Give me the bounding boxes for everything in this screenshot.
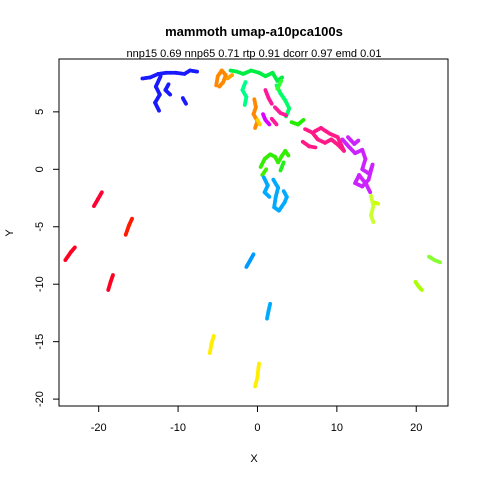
point-cluster xyxy=(346,135,361,146)
y-tick-label: -15 xyxy=(34,334,46,350)
point-cluster xyxy=(258,149,291,169)
point-cluster xyxy=(244,252,256,269)
point-cluster xyxy=(427,254,442,265)
data-point xyxy=(111,273,115,277)
data-point xyxy=(269,101,274,106)
point-cluster xyxy=(63,245,77,262)
data-point xyxy=(376,201,381,206)
data-point xyxy=(99,190,104,195)
data-point xyxy=(371,220,376,225)
point-cluster xyxy=(106,273,115,292)
point-cluster xyxy=(263,88,274,106)
data-point xyxy=(267,194,272,199)
data-point xyxy=(253,126,257,130)
data-point xyxy=(368,190,373,195)
point-cluster xyxy=(300,139,318,150)
x-tick-label: 20 xyxy=(410,422,422,434)
x-tick-label: -10 xyxy=(170,422,186,434)
point-cluster xyxy=(261,175,272,199)
data-point xyxy=(157,108,161,113)
data-point xyxy=(257,122,262,127)
data-point xyxy=(217,84,222,89)
data-point xyxy=(230,73,234,77)
data-point xyxy=(313,145,318,150)
point-cluster xyxy=(260,167,269,177)
point-cluster xyxy=(340,137,375,195)
data-point xyxy=(281,160,286,165)
point-cluster xyxy=(180,96,188,106)
point-cluster xyxy=(153,74,163,113)
x-axis: -20 -10 0 10 20 xyxy=(91,405,422,434)
data-point xyxy=(301,117,306,122)
y-tick-label: 0 xyxy=(34,166,46,172)
x-axis-label: X xyxy=(250,453,258,465)
point-cluster xyxy=(253,361,261,389)
point-cluster xyxy=(225,73,234,81)
point-cluster xyxy=(369,193,376,225)
point-cluster xyxy=(303,126,346,153)
point-cluster xyxy=(92,190,104,208)
data-point xyxy=(251,252,256,257)
data-point xyxy=(281,189,286,194)
point-cluster xyxy=(207,334,216,356)
data-point xyxy=(419,288,424,292)
data-point xyxy=(275,86,280,91)
point-cluster xyxy=(228,68,284,83)
y-tick-label: -5 xyxy=(34,222,46,232)
point-cluster xyxy=(255,117,262,127)
data-point xyxy=(267,122,272,127)
data-point xyxy=(274,122,279,127)
data-point xyxy=(264,167,269,172)
chart-subtitle: nnp15 0.69 nnp65 0.71 rtp 0.91 dcorr 0.9… xyxy=(126,48,381,60)
point-cluster xyxy=(271,177,289,213)
data-point xyxy=(211,334,216,338)
chart-title: mammoth umap-a10pca100s xyxy=(165,24,343,39)
y-axis: -20 -15 -10 -5 0 5 xyxy=(34,109,60,407)
data-point xyxy=(130,216,134,221)
point-cluster xyxy=(289,117,306,127)
data-point xyxy=(72,245,77,250)
data-point xyxy=(184,101,188,106)
y-tick-label: -20 xyxy=(34,391,46,407)
point-cluster xyxy=(261,112,272,127)
x-tick-label: -20 xyxy=(91,422,107,434)
data-point xyxy=(168,92,173,97)
point-cluster xyxy=(413,280,424,292)
y-tick-label: 5 xyxy=(34,109,46,115)
y-tick-label: -10 xyxy=(34,276,46,292)
data-points xyxy=(63,68,442,389)
point-cluster xyxy=(123,216,134,237)
point-cluster xyxy=(163,82,173,97)
data-point xyxy=(280,75,284,80)
point-cluster xyxy=(278,160,286,173)
point-cluster xyxy=(269,116,279,127)
point-cluster xyxy=(214,68,228,89)
data-point xyxy=(195,69,200,74)
data-point xyxy=(257,361,261,366)
x-tick-label: 0 xyxy=(254,422,260,434)
point-cluster xyxy=(265,301,273,321)
data-point xyxy=(356,138,361,143)
point-cluster xyxy=(273,105,288,118)
data-point xyxy=(312,129,317,134)
y-axis-label: Y xyxy=(4,229,16,237)
data-point xyxy=(268,301,273,306)
point-cluster xyxy=(373,200,381,206)
data-point xyxy=(438,260,442,265)
x-tick-label: 10 xyxy=(331,422,343,434)
data-point xyxy=(242,103,247,107)
point-cluster xyxy=(240,80,249,107)
point-cluster xyxy=(275,78,284,91)
data-point xyxy=(284,113,288,118)
point-cluster xyxy=(140,68,200,81)
data-point xyxy=(286,153,291,158)
